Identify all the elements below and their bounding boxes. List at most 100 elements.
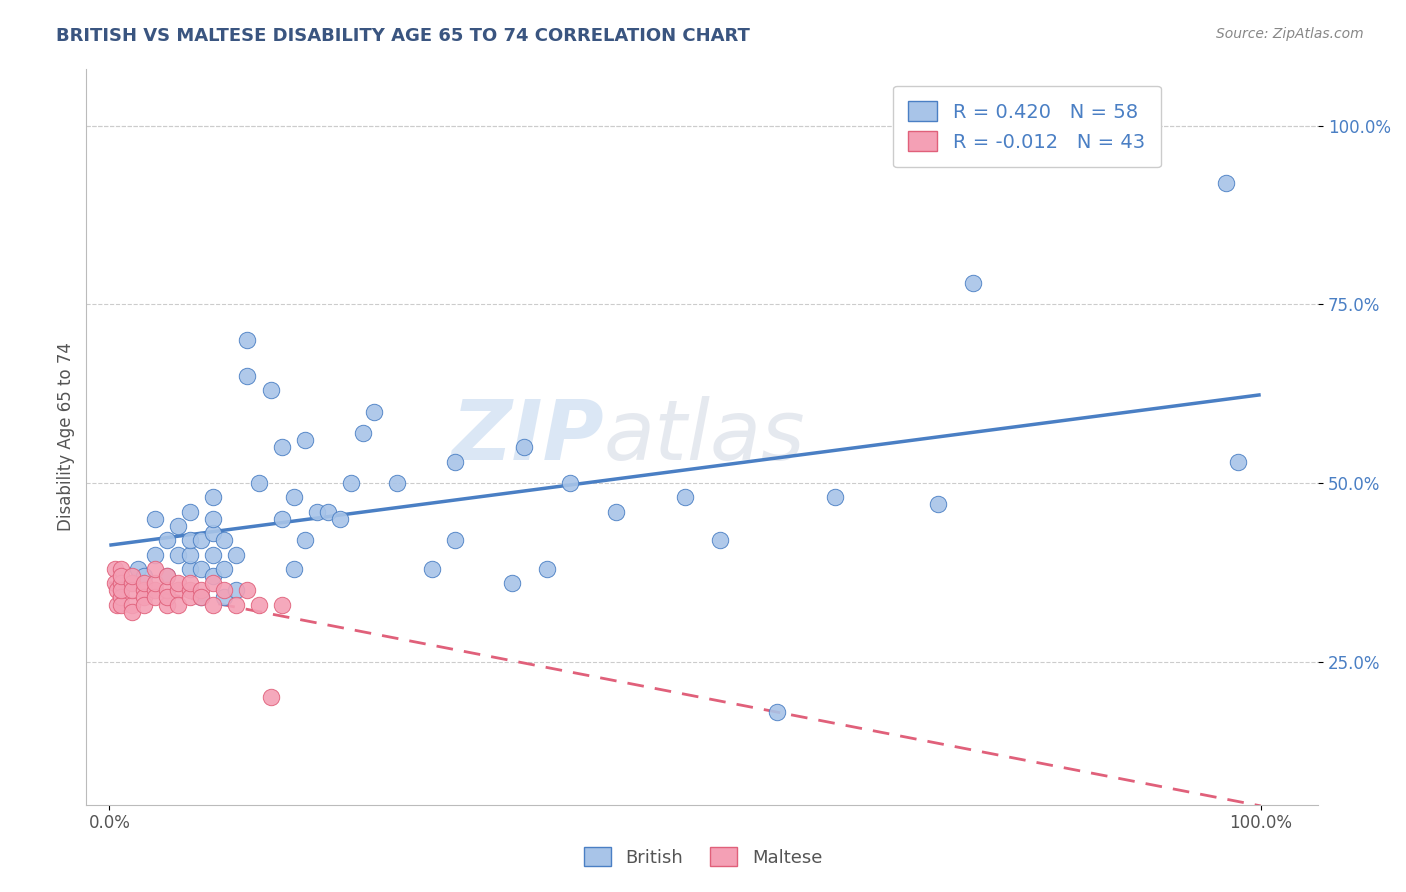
Point [190,533,212,548]
Point [145,548,167,562]
Point [167,548,190,562]
Point [201,598,224,612]
Point [225,583,247,598]
Point [145,562,167,576]
Point [145,583,167,598]
Point [340,476,363,491]
Point [214,591,236,605]
Point [536,562,558,576]
Point [363,404,385,418]
Point [214,583,236,598]
Text: BRITISH VS MALTESE DISABILITY AGE 65 TO 74 CORRELATION CHART: BRITISH VS MALTESE DISABILITY AGE 65 TO … [56,27,751,45]
Point [294,433,316,447]
Point [766,705,789,719]
Point [271,598,294,612]
Point [294,533,316,548]
Point [329,512,352,526]
Point [105,583,128,598]
Point [259,383,281,397]
Point [1215,176,1237,190]
Point [271,440,294,454]
Point [167,576,190,591]
Point [110,569,132,583]
Point [513,440,536,454]
Point [420,562,443,576]
Point [179,583,201,598]
Point [673,491,696,505]
Point [709,533,731,548]
Point [201,526,224,541]
Point [179,576,201,591]
Point [236,583,259,598]
Point [156,598,179,612]
Point [145,591,167,605]
Point [201,569,224,583]
Point [190,591,212,605]
Point [179,591,201,605]
Point [247,598,270,612]
Point [385,476,408,491]
Point [121,576,143,591]
Point [225,548,247,562]
Point [110,591,132,605]
Point [156,569,179,583]
Point [110,583,132,598]
Point [132,598,155,612]
Point [236,368,259,383]
Point [962,276,984,290]
Point [190,591,212,605]
Point [179,533,201,548]
Point [167,519,190,533]
Point [132,583,155,598]
Point [283,562,305,576]
Point [443,533,465,548]
Point [179,505,201,519]
Point [236,333,259,347]
Text: Source: ZipAtlas.com: Source: ZipAtlas.com [1216,27,1364,41]
Legend: British, Maltese: British, Maltese [576,840,830,874]
Point [179,562,201,576]
Point [316,505,339,519]
Point [501,576,523,591]
Point [305,505,328,519]
Y-axis label: Disability Age 65 to 74: Disability Age 65 to 74 [58,343,75,531]
Point [271,512,294,526]
Point [156,533,179,548]
Point [104,576,127,591]
Point [132,576,155,591]
Point [1226,455,1249,469]
Point [110,598,132,612]
Point [247,476,270,491]
Point [156,569,179,583]
Point [259,690,281,705]
Point [167,598,190,612]
Point [283,491,305,505]
Point [352,425,374,440]
Point [110,562,132,576]
Point [190,583,212,598]
Point [201,512,224,526]
Point [201,491,224,505]
Point [110,576,132,591]
Point [132,591,155,605]
Point [927,498,949,512]
Point [605,505,627,519]
Point [121,605,143,619]
Point [443,455,465,469]
Point [190,562,212,576]
Point [214,562,236,576]
Point [156,583,179,598]
Point [201,548,224,562]
Point [214,533,236,548]
Point [145,512,167,526]
Point [121,583,143,598]
Point [225,598,247,612]
Point [558,476,581,491]
Point [121,598,143,612]
Legend: R = 0.420   N = 58, R = -0.012   N = 43: R = 0.420 N = 58, R = -0.012 N = 43 [893,86,1161,168]
Point [156,591,179,605]
Text: ZIP: ZIP [451,396,603,477]
Point [824,491,846,505]
Point [145,576,167,591]
Point [127,562,149,576]
